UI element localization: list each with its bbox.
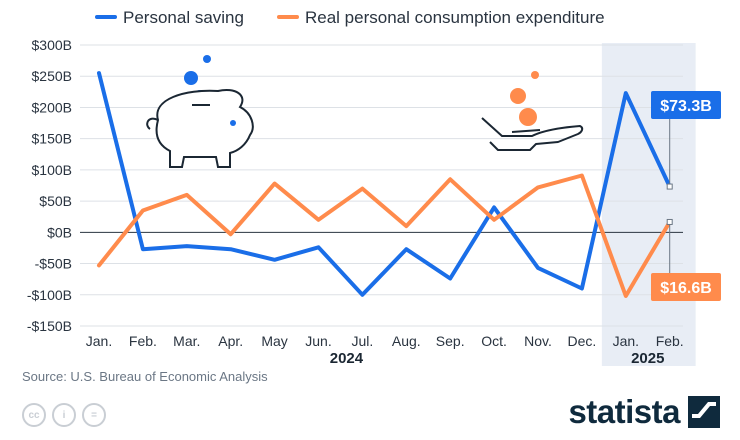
cc-icon[interactable]: cc — [22, 403, 46, 427]
y-axis-labels: $300B $250B $200B $150B $100B $50B $0B -$50B -$1… — [27, 37, 72, 334]
source-note: Source: U.S. Bureau of Economic Analysis — [22, 369, 268, 384]
x-tick-label: Jan. — [613, 333, 639, 349]
y-tick-label: $300B — [32, 37, 72, 53]
coin-dot — [510, 88, 526, 104]
y-tick-label: -$50B — [35, 256, 72, 272]
legend-label-saving[interactable]: Personal saving — [123, 8, 244, 27]
y-tick-label: -$150B — [27, 318, 72, 334]
license-icons: cc i = — [22, 403, 106, 427]
y-tick-label: $200B — [32, 99, 72, 115]
x-tick-label: Jan. — [86, 333, 112, 349]
grid-lines — [80, 44, 683, 327]
x-tick-label: Feb. — [656, 333, 684, 349]
hand-outline — [481, 117, 584, 151]
statista-logo[interactable]: statista — [568, 395, 720, 428]
brand-wordmark: statista — [568, 393, 680, 430]
series-line-consumption-expenditure[interactable] — [97, 173, 672, 298]
legend-label-consumption[interactable]: Real personal consumption expenditure — [305, 8, 605, 27]
x-tick-label: Nov. — [524, 333, 552, 349]
x-tick-label: Sep. — [436, 333, 465, 349]
series-line-personal-saving[interactable] — [97, 71, 672, 297]
year-label-2025: 2025 — [631, 350, 664, 367]
attribution-icon[interactable]: i — [52, 403, 76, 427]
year-label-2024: 2024 — [330, 350, 364, 367]
x-axis-labels: Jan. Feb. Mar. Apr. May Jun. Jul. Aug. Sep. Oct. N… — [86, 333, 684, 349]
x-tick-label: Jul. — [352, 333, 374, 349]
piggy-eye — [230, 120, 236, 126]
hand-coins-icon — [481, 71, 584, 151]
callout-box-consumption — [651, 273, 721, 301]
no-derivatives-icon[interactable]: = — [82, 403, 106, 427]
callout-marker-consumption — [666, 218, 673, 225]
piggy-tail — [146, 117, 159, 130]
x-tick-label: Aug. — [392, 333, 421, 349]
y-tick-label: $250B — [32, 68, 72, 84]
callout-marker-saving — [666, 183, 673, 190]
chart-legend: Personal saving Real personal consumption… — [95, 8, 605, 27]
y-tick-label: $50B — [39, 193, 72, 209]
year-labels: 2024 2025 — [330, 350, 665, 367]
value-callouts: $73.3B $16.6B — [651, 91, 721, 301]
y-tick-label: $0B — [47, 224, 72, 240]
series-lines — [97, 71, 672, 298]
coin-dot — [203, 55, 211, 63]
x-tick-label: Mar. — [173, 333, 200, 349]
hand-finger — [511, 129, 541, 133]
piggy-bank-icon — [146, 55, 254, 168]
x-tick-label: May — [261, 333, 287, 349]
x-tick-label: Oct. — [481, 333, 507, 349]
callout-box-saving — [651, 91, 721, 119]
coin-dot — [519, 108, 537, 126]
x-tick-label: Jun. — [305, 333, 331, 349]
x-tick-label: Apr. — [218, 333, 243, 349]
callout-label-saving: $73.3B — [660, 98, 712, 115]
y-tick-label: $100B — [32, 162, 72, 178]
illustrations — [146, 55, 584, 168]
x-tick-label: Feb. — [129, 333, 157, 349]
y-tick-label: -$100B — [27, 287, 72, 303]
callout-label-consumption: $16.6B — [660, 280, 712, 297]
statista-logo-icon — [688, 395, 720, 428]
x-tick-label: Dec. — [568, 333, 597, 349]
piggy-body — [155, 89, 254, 168]
coin-dot — [531, 71, 539, 79]
coin-dot — [184, 71, 198, 85]
y-tick-label: $150B — [32, 131, 72, 147]
